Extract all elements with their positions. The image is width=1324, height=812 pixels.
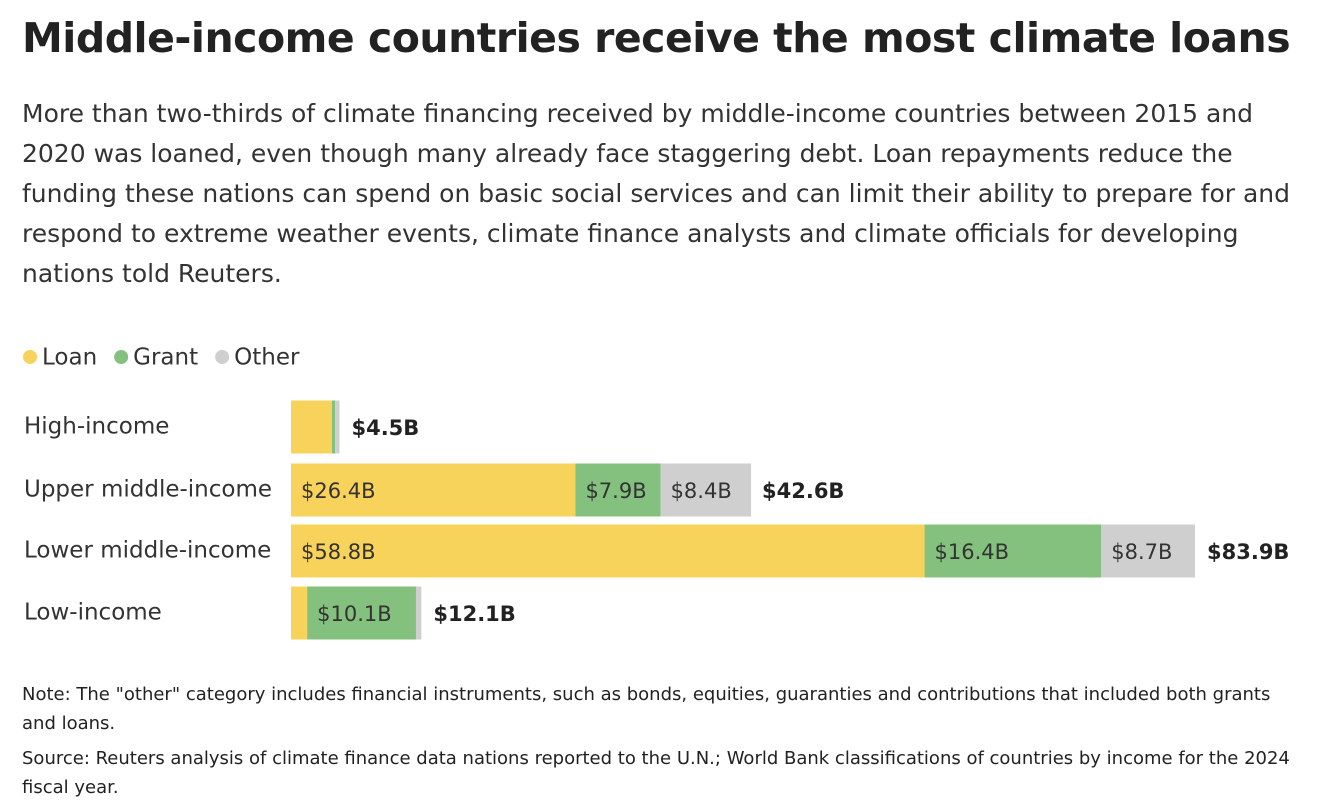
bar-segment — [291, 524, 925, 578]
total-label: $42.6B — [762, 479, 844, 503]
bar-segment — [924, 524, 1102, 578]
value-label: $26.4B — [301, 479, 376, 503]
chart-subtitle: More than two-thirds of climate financin… — [22, 99, 1291, 288]
legend-swatch — [215, 350, 230, 364]
value-label: $58.8B — [301, 540, 376, 564]
value-label: $8.7B — [1111, 540, 1172, 564]
bar-segment — [660, 463, 752, 517]
chart: Loan Grant Other High-income $4.5B Upper midd… — [23, 345, 1289, 640]
bar-segment — [291, 463, 576, 517]
bar-segment — [575, 463, 661, 517]
value-label: $7.9B — [585, 479, 646, 503]
total-label: $4.5B — [351, 416, 419, 440]
value-label: $16.4B — [935, 540, 1010, 564]
category-label: Lower middle-income — [24, 538, 271, 564]
bar-segment — [307, 586, 416, 640]
bar-segment — [331, 400, 336, 454]
chart-title: Middle-income countries receive the most… — [22, 14, 1291, 62]
bar-segment — [335, 400, 340, 454]
bar-segment — [415, 586, 422, 640]
bar-segment — [291, 586, 308, 640]
category-label: High-income — [24, 414, 169, 440]
legend-label: Grant — [133, 345, 198, 371]
bar-segment — [291, 400, 332, 454]
value-label: $10.1B — [317, 602, 392, 626]
total-label: $12.1B — [433, 602, 515, 626]
legend-label: Other — [234, 345, 300, 371]
total-label: $83.9B — [1207, 540, 1289, 564]
legend-swatch — [23, 350, 37, 364]
bar-segment — [1101, 524, 1195, 578]
category-label: Upper middle-income — [24, 477, 272, 503]
source: Source: Reuters analysis of climate fina… — [22, 748, 1290, 798]
note: Note: The "other" category includes fina… — [22, 684, 1271, 734]
legend-label: Loan — [42, 345, 97, 371]
category-label: Low-income — [24, 600, 162, 626]
legend-swatch — [114, 350, 129, 364]
value-label: $8.4B — [671, 479, 732, 503]
